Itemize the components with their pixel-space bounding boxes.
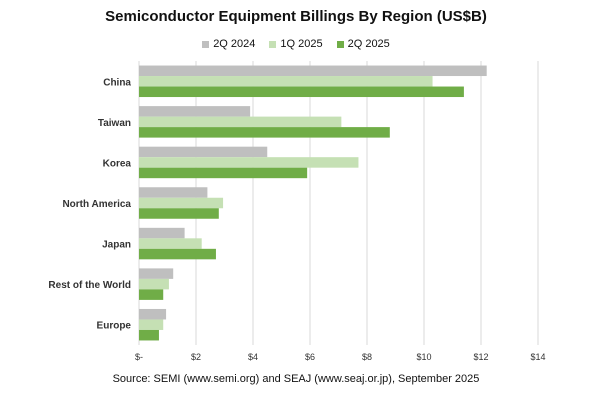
bar (139, 86, 464, 98)
bar (139, 329, 159, 341)
bar (139, 157, 359, 168)
x-tick-label: $2 (191, 352, 201, 362)
legend: 2Q 2024 1Q 2025 2Q 2025 (0, 38, 592, 50)
x-tick-label: $8 (362, 352, 372, 362)
category-label: North America (62, 199, 131, 210)
category-label: China (103, 77, 131, 88)
bar (139, 268, 174, 279)
bar (139, 127, 390, 138)
x-tick-label: $4 (248, 352, 258, 362)
x-tick-label: $12 (473, 352, 488, 362)
x-tick-label: $14 (530, 352, 545, 362)
category-label: Korea (103, 158, 132, 169)
x-tick-label: $6 (305, 352, 315, 362)
category-label: Japan (102, 240, 131, 251)
bar (139, 106, 251, 117)
bar (139, 319, 164, 330)
x-tick-label: $10 (416, 352, 431, 362)
legend-label-2q2024: 2Q 2024 (213, 38, 256, 50)
legend-swatch-2q2024 (202, 40, 210, 48)
category-label: Rest of the World (48, 280, 131, 291)
legend-item-1q2025: 1Q 2025 (269, 38, 323, 50)
bar (139, 146, 268, 158)
bar (139, 167, 308, 179)
bar (139, 208, 219, 219)
category-label: Taiwan (98, 118, 131, 129)
legend-item-2q2025: 2Q 2025 (336, 38, 390, 50)
bar (139, 227, 185, 239)
x-tick-label: $- (135, 352, 143, 362)
legend-item-2q2024: 2Q 2024 (202, 38, 255, 50)
bar (139, 187, 208, 198)
bar (139, 238, 202, 249)
category-label: Europe (97, 321, 132, 332)
bar (139, 116, 342, 128)
legend-label-2q2025: 2Q 2025 (347, 38, 390, 50)
chart-title: Semiconductor Equipment Billings By Regi… (105, 8, 487, 25)
bar (139, 308, 167, 320)
bar (139, 65, 487, 77)
bar (139, 197, 224, 209)
bar (139, 248, 216, 260)
bar (139, 76, 433, 87)
legend-label-1q2025: 1Q 2025 (280, 38, 323, 50)
source-note: Source: SEMI (www.semi.org) and SEAJ (ww… (112, 373, 480, 385)
bar (139, 278, 169, 290)
legend-swatch-1q2025 (269, 40, 277, 48)
legend-swatch-2q2025 (336, 40, 344, 48)
bar (139, 289, 164, 300)
